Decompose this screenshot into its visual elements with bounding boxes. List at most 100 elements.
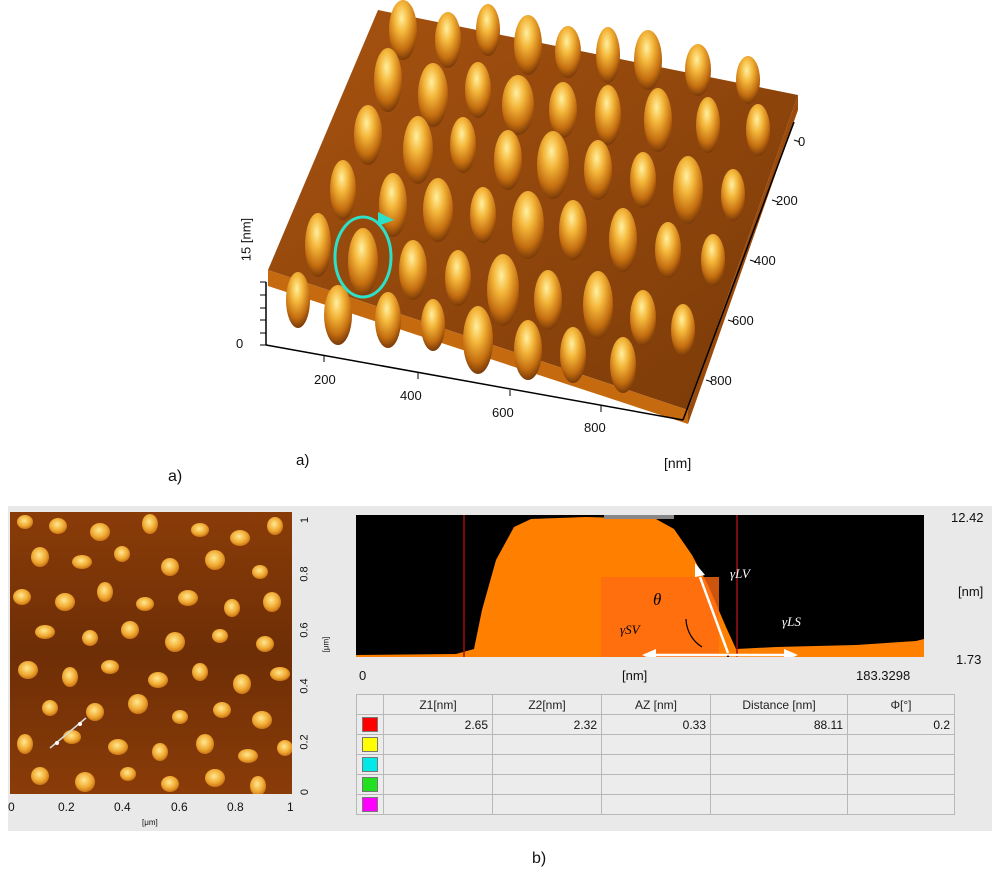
map-particle — [256, 636, 274, 652]
color-swatch-icon — [362, 717, 378, 732]
map-particle — [252, 711, 272, 729]
surface-peak — [435, 12, 461, 68]
map-y-unit: [μm] — [321, 636, 331, 653]
map-background — [10, 512, 292, 794]
y-tick-400: 400 — [754, 253, 776, 268]
gamma-sv-label: γSV — [620, 622, 640, 637]
surface-peak — [470, 187, 496, 243]
surface-peak — [502, 75, 534, 135]
map-particle — [270, 667, 290, 681]
surface-peak — [514, 320, 542, 380]
table-row[interactable] — [356, 754, 955, 775]
surface-peak — [584, 140, 612, 200]
y-axis — [682, 121, 795, 421]
map-x-tick-0: 0 — [8, 800, 15, 814]
angle-arc — [685, 618, 703, 648]
height-profile-plot[interactable] — [356, 515, 924, 657]
table-cell — [492, 734, 602, 755]
surface-peak — [375, 292, 401, 348]
arrow-ls-head — [784, 649, 798, 657]
surface-peak — [595, 85, 621, 145]
table-row[interactable] — [356, 794, 955, 815]
map-particle — [128, 694, 148, 714]
row-color-swatch[interactable] — [356, 734, 384, 755]
surface-peak — [671, 304, 695, 356]
surface-peak — [465, 62, 491, 118]
surface-peak — [286, 272, 310, 328]
table-cell — [847, 734, 955, 755]
surface-peak — [609, 208, 637, 272]
table-row[interactable] — [356, 774, 955, 795]
surface-peak — [305, 213, 331, 277]
surface-peak — [514, 15, 542, 75]
surface-peak — [736, 56, 760, 104]
row-color-swatch[interactable] — [356, 774, 384, 795]
surface-peaks — [286, 0, 770, 393]
table-cell — [492, 774, 602, 795]
table-cell — [847, 774, 955, 795]
map-particle — [233, 674, 251, 694]
map-x-tick-0.4: 0.4 — [114, 800, 131, 814]
theta-label: θ — [653, 590, 662, 609]
surface-peak — [330, 160, 356, 220]
map-particle — [17, 515, 33, 529]
surface-peak — [559, 200, 587, 260]
surface-peak — [630, 290, 656, 346]
row-color-swatch[interactable] — [356, 714, 384, 735]
surface-peak — [610, 337, 636, 393]
table-cell: 0.33 — [601, 714, 711, 735]
profile-y-max: 12.42 — [951, 510, 984, 525]
map-y-tick-0.8: 0.8 — [298, 566, 311, 582]
table-body: 2.65 2.32 0.33 88.11 0.2 — [356, 714, 955, 815]
profile-line-end — [78, 722, 82, 726]
profile-x-unit: [nm] — [622, 668, 648, 683]
map-particle — [86, 703, 104, 721]
unit-label: [nm] — [664, 455, 692, 471]
color-swatch-icon — [362, 797, 378, 812]
map-particle — [63, 730, 81, 744]
profile-y-min: 1.73 — [956, 652, 982, 667]
map-particle — [97, 582, 113, 602]
z-axis-tick-zero: 0 — [236, 336, 244, 351]
table-cell — [710, 794, 848, 815]
x-tick-400: 400 — [400, 388, 422, 403]
header-distance: Distance [nm] — [710, 694, 848, 715]
map-particle — [108, 739, 128, 755]
surface-peak — [374, 48, 402, 112]
map-particle — [224, 599, 240, 617]
map-particle — [212, 629, 228, 643]
row-color-swatch[interactable] — [356, 794, 384, 815]
map-particle — [152, 743, 168, 761]
map-particle — [148, 672, 168, 688]
map-particle — [114, 546, 130, 562]
map-y-tick-0.6: 0.6 — [298, 622, 311, 638]
table-cell — [847, 794, 955, 815]
map-particle — [13, 589, 31, 605]
table-row[interactable]: 2.65 2.32 0.33 88.11 0.2 — [356, 714, 955, 735]
table-cell — [601, 754, 711, 775]
surface-peak — [423, 178, 453, 242]
map-y-tick-0: 0 — [299, 788, 312, 796]
surface-peak — [494, 130, 522, 190]
x-axis — [265, 344, 684, 421]
map-particle — [82, 630, 98, 646]
surface-peak — [685, 44, 711, 96]
afm-height-map — [10, 512, 292, 794]
header-phi: Φ[°] — [847, 694, 955, 715]
top-handle — [604, 515, 674, 519]
surface-peak — [418, 63, 448, 127]
map-x-tick-0.8: 0.8 — [227, 800, 244, 814]
row-color-swatch[interactable] — [356, 754, 384, 775]
map-particle — [62, 667, 78, 687]
header-z2: Z2[nm] — [492, 694, 602, 715]
table-cell — [383, 754, 493, 775]
header-z1: Z1[nm] — [383, 694, 493, 715]
surface-peak — [537, 131, 569, 199]
table-row[interactable] — [356, 734, 955, 755]
header-color — [356, 694, 384, 715]
surface-peak — [403, 116, 433, 184]
panel-a-inner-caption: a) — [296, 452, 310, 469]
color-swatch-icon — [362, 737, 378, 752]
table-cell — [383, 794, 493, 815]
surface-peak — [673, 156, 703, 224]
